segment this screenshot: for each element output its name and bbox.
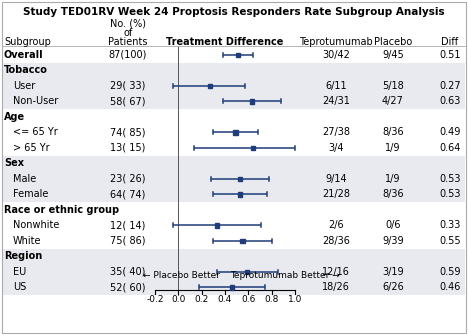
Text: ← Placebo Better: ← Placebo Better <box>143 271 220 280</box>
Text: 0.0: 0.0 <box>171 295 185 304</box>
Text: 0/6: 0/6 <box>385 220 401 230</box>
Text: Tobacco: Tobacco <box>4 65 48 75</box>
Text: 29( 33): 29( 33) <box>110 81 146 91</box>
Text: 27/38: 27/38 <box>322 127 350 137</box>
Text: 3/4: 3/4 <box>328 143 344 153</box>
Text: 0.27: 0.27 <box>439 81 461 91</box>
Text: 12( 14): 12( 14) <box>110 220 146 230</box>
Text: 0.53: 0.53 <box>439 174 461 184</box>
Text: -0.2: -0.2 <box>146 295 164 304</box>
Text: 30/42: 30/42 <box>322 50 350 60</box>
Text: US: US <box>13 282 26 292</box>
Text: Treatment Difference: Treatment Difference <box>166 37 284 47</box>
Text: 75( 86): 75( 86) <box>110 236 146 246</box>
Bar <box>240 239 245 243</box>
Text: 24/31: 24/31 <box>322 96 350 106</box>
Bar <box>3 155 465 171</box>
Text: 87(100): 87(100) <box>109 50 147 60</box>
Text: Region: Region <box>4 251 42 261</box>
Bar <box>251 145 255 150</box>
Bar <box>3 78 465 93</box>
Text: Teprotumumab Better →: Teprotumumab Better → <box>230 271 340 280</box>
Text: 58( 67): 58( 67) <box>110 96 146 106</box>
Text: Non-User: Non-User <box>13 96 58 106</box>
Text: 35( 40): 35( 40) <box>110 267 146 277</box>
Text: 1/9: 1/9 <box>385 143 401 153</box>
Text: 0.6: 0.6 <box>241 295 256 304</box>
Text: Race or ethnic group: Race or ethnic group <box>4 205 119 215</box>
Text: Subgroup: Subgroup <box>4 37 51 47</box>
Text: of: of <box>124 28 132 38</box>
Text: Diff: Diff <box>441 37 459 47</box>
Bar <box>238 177 242 181</box>
Text: 0.53: 0.53 <box>439 189 461 199</box>
Text: User: User <box>13 81 35 91</box>
Text: 8/36: 8/36 <box>382 189 404 199</box>
Bar <box>3 249 465 264</box>
Text: Sex: Sex <box>4 158 24 168</box>
Text: 0.49: 0.49 <box>439 127 461 137</box>
Bar <box>3 187 465 202</box>
Text: 9/14: 9/14 <box>325 174 347 184</box>
Text: 1.0: 1.0 <box>288 295 302 304</box>
Text: Overall: Overall <box>4 50 44 60</box>
Text: 28/36: 28/36 <box>322 236 350 246</box>
Text: 21/28: 21/28 <box>322 189 350 199</box>
Text: 0.2: 0.2 <box>195 295 209 304</box>
Text: 6/11: 6/11 <box>325 81 347 91</box>
Text: EU: EU <box>13 267 26 277</box>
Bar <box>245 269 249 274</box>
Text: 0.63: 0.63 <box>439 96 461 106</box>
Text: 23( 26): 23( 26) <box>110 174 146 184</box>
Text: 0.59: 0.59 <box>439 267 461 277</box>
Text: Female: Female <box>13 189 48 199</box>
Text: 5/18: 5/18 <box>382 81 404 91</box>
Bar <box>238 192 242 197</box>
Bar <box>208 83 212 88</box>
Text: Study TED01RV Week 24 Proptosis Responders Rate Subgroup Analysis: Study TED01RV Week 24 Proptosis Responde… <box>23 7 445 17</box>
Text: 0.33: 0.33 <box>439 220 461 230</box>
Text: Teprotumumab: Teprotumumab <box>299 37 373 47</box>
Text: 6/26: 6/26 <box>382 282 404 292</box>
Text: > 65 Yr: > 65 Yr <box>13 143 50 153</box>
Text: 9/39: 9/39 <box>382 236 404 246</box>
Bar <box>3 264 465 279</box>
Text: Male: Male <box>13 174 36 184</box>
Bar <box>3 93 465 109</box>
Text: 18/26: 18/26 <box>322 282 350 292</box>
Text: 0.4: 0.4 <box>218 295 232 304</box>
Text: 1/9: 1/9 <box>385 174 401 184</box>
Text: 4/27: 4/27 <box>382 96 404 106</box>
Text: <= 65 Yr: <= 65 Yr <box>13 127 58 137</box>
Text: 9/45: 9/45 <box>382 50 404 60</box>
Text: 0.46: 0.46 <box>439 282 461 292</box>
Text: 0.8: 0.8 <box>264 295 279 304</box>
Bar <box>3 171 465 187</box>
Text: Patients: Patients <box>108 37 148 47</box>
Bar <box>249 99 254 104</box>
Text: 8/36: 8/36 <box>382 127 404 137</box>
Text: Nonwhite: Nonwhite <box>13 220 59 230</box>
Text: Placebo: Placebo <box>374 37 412 47</box>
Bar <box>215 223 219 227</box>
Text: 3/19: 3/19 <box>382 267 404 277</box>
Text: 2/6: 2/6 <box>328 220 344 230</box>
Text: 12/16: 12/16 <box>322 267 350 277</box>
Text: 0.51: 0.51 <box>439 50 461 60</box>
Text: 13( 15): 13( 15) <box>110 143 146 153</box>
Text: White: White <box>13 236 42 246</box>
Text: Age: Age <box>4 112 25 122</box>
Text: 64( 74): 64( 74) <box>110 189 146 199</box>
Bar <box>3 63 465 78</box>
Text: 0.55: 0.55 <box>439 236 461 246</box>
Bar <box>3 279 465 295</box>
Text: 52( 60): 52( 60) <box>110 282 146 292</box>
Text: No. (%): No. (%) <box>110 19 146 29</box>
Bar <box>230 285 234 289</box>
Text: 0.64: 0.64 <box>439 143 461 153</box>
Bar <box>235 53 240 57</box>
Text: 74( 85): 74( 85) <box>110 127 146 137</box>
Bar <box>233 130 238 134</box>
